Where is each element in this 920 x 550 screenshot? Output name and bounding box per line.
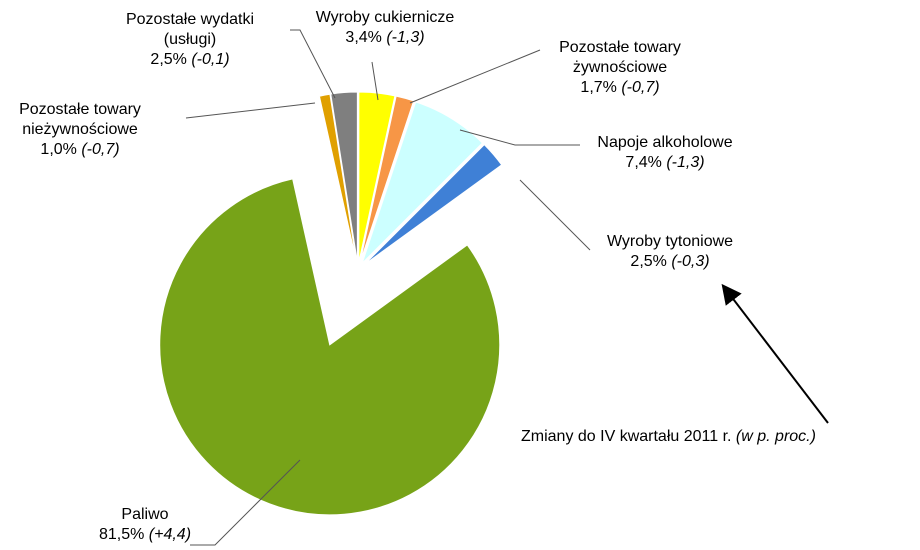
- pie-slice: [330, 91, 358, 263]
- slices: [159, 91, 503, 516]
- slice-label: Wyroby tytoniowe 2,5% (-0,3): [607, 232, 733, 272]
- category-label: Paliwo: [121, 506, 169, 523]
- category-label: Pozostałe wydatki (usługi): [125, 11, 255, 48]
- pie-slice: [318, 93, 357, 263]
- slice-label: Wyroby cukiernicze 3,4% (-1,3): [316, 8, 455, 48]
- pie-slice: [359, 95, 415, 263]
- leader-line: [409, 49, 541, 104]
- change-label: (-0,3): [671, 253, 710, 270]
- annotation-text: Zmiany do IV kwartału 2011 r.: [521, 428, 732, 445]
- leader-line: [185, 102, 316, 119]
- leader-line: [290, 29, 336, 99]
- leader-line: [459, 129, 580, 146]
- slice-label: Pozostałe wydatki (usługi) 2,5% (-0,1): [126, 10, 254, 70]
- leader-line: [519, 179, 591, 251]
- value-label: 81,5%: [98, 526, 145, 543]
- change-label: (+4,4): [148, 526, 192, 543]
- value-label: 2,5%: [150, 51, 187, 68]
- annotation: Zmiany do IV kwartału 2011 r. (w p. proc…: [521, 428, 816, 446]
- value-label: 2,5%: [630, 253, 667, 270]
- change-label: (-1,3): [666, 154, 705, 171]
- pie-slice: [361, 101, 484, 264]
- change-label: (-1,3): [386, 29, 425, 46]
- category-label: Pozostałe towary nieżywnościowe: [19, 101, 141, 138]
- annotation-unit: (w p. proc.): [735, 428, 816, 445]
- slice-label: Pozostałe towary nieżywnościowe 1,0% (-0,…: [19, 100, 141, 160]
- pie-slice: [159, 178, 501, 516]
- category-label: Wyroby cukiernicze: [315, 9, 455, 26]
- annotation-arrow: [721, 283, 829, 424]
- change-label: (-0,1): [191, 51, 230, 68]
- slice-label: Pozostałe towary żywnościowe 1,7% (-0,7): [559, 38, 681, 98]
- slice-label: Napoje alkoholowe 7,4% (-1,3): [597, 133, 732, 173]
- change-label: (-0,7): [621, 79, 660, 96]
- leader-line: [190, 459, 301, 546]
- leader-lines: [185, 29, 591, 546]
- value-label: 1,0%: [40, 141, 77, 158]
- slice-label: Paliwo 81,5% (+4,4): [99, 505, 191, 545]
- leader-line: [371, 61, 379, 101]
- value-label: 3,4%: [345, 29, 382, 46]
- pie-slice: [363, 143, 503, 266]
- value-label: 1,7%: [580, 79, 617, 96]
- value-label: 7,4%: [625, 154, 662, 171]
- category-label: Wyroby tytoniowe: [606, 233, 734, 250]
- category-label: Napoje alkoholowe: [597, 134, 733, 151]
- category-label: Pozostałe towary żywnościowe: [559, 39, 681, 76]
- change-label: (-0,7): [81, 141, 120, 158]
